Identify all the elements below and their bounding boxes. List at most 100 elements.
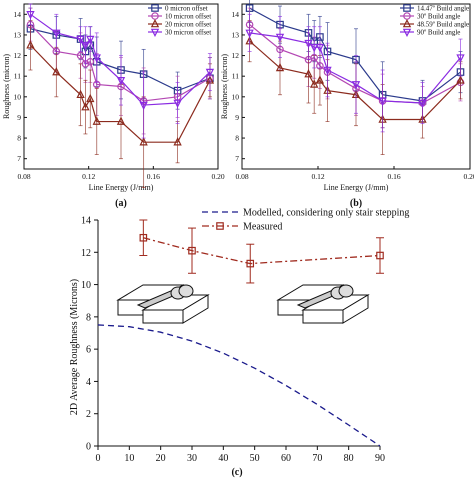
series-line [30, 44, 211, 143]
x-tick-label: 0.08 [17, 172, 30, 181]
data-point [378, 97, 387, 106]
y-tick-label: 14 [232, 10, 240, 19]
data-point [139, 137, 148, 146]
y-tick-label: 10 [232, 92, 240, 101]
data-point [86, 57, 95, 66]
legend-label: 0 micron offset [165, 5, 208, 13]
data-point [26, 40, 35, 49]
legend-label: 90º Build angle [417, 29, 460, 37]
data-point [76, 51, 85, 60]
x-tick-label: 40 [218, 453, 228, 464]
x-axis-label: Line Energy (J/mm) [89, 183, 154, 192]
data-point [456, 54, 465, 63]
data-point [52, 67, 61, 76]
y-axis-label: Roughness (micron) [2, 54, 11, 119]
x-tick-label: 60 [281, 453, 291, 464]
x-tick-label: 0.08 [235, 172, 248, 181]
y-tick-label: 8 [235, 134, 239, 143]
data-point [456, 75, 465, 84]
legend-marker [402, 28, 412, 38]
measured-series-line [143, 237, 381, 265]
data-point [52, 29, 61, 38]
x-tick-label: 0.16 [387, 172, 400, 181]
legend-marker [402, 18, 412, 28]
data-point [315, 44, 325, 53]
legend-marker [151, 4, 159, 12]
x-tick-label: 0.20 [463, 172, 474, 181]
legend-label: 30 micron offset [165, 29, 211, 37]
y-tick-label: 12 [14, 51, 22, 60]
legend-marker [150, 28, 160, 38]
data-point [26, 11, 35, 20]
y-tick-label: 8 [17, 134, 21, 143]
measured-data-point [139, 233, 148, 242]
data-point [81, 41, 90, 51]
chart-panel-c: 0 10 20 30 40 50 60 70 80 90 0 2 4 6 8 10 12 14 2D Average… [69, 208, 409, 479]
legend-label: 48.59º Build angle [417, 21, 469, 29]
panel-label: (b) [350, 198, 362, 209]
series-line [30, 13, 211, 106]
y-tick-label: 13 [14, 30, 22, 39]
y-tick-label: 6 [86, 345, 91, 356]
y-tick-label: 10 [81, 280, 91, 291]
measured-data-point [246, 259, 255, 268]
y-axis-label: 2D Average Roughness (Microns) [69, 279, 80, 415]
data-point [315, 75, 325, 84]
y-tick-label: 14 [14, 10, 22, 19]
data-point [245, 29, 254, 38]
data-point [86, 93, 95, 103]
x-tick-label: 10 [124, 453, 134, 464]
data-point [418, 99, 427, 109]
y-tick-label: 12 [81, 248, 91, 259]
series-line [30, 28, 211, 92]
panel-label: (a) [115, 198, 127, 209]
y-tick-label: 8 [86, 312, 91, 323]
stair-stepping-schematic-left [117, 284, 209, 324]
data-point [76, 35, 85, 45]
x-tick-label: 0.12 [82, 172, 95, 181]
y-tick-label: 2 [86, 409, 91, 420]
data-point [86, 35, 95, 45]
data-point [92, 54, 101, 63]
x-tick-label: 80 [344, 453, 354, 464]
x-tick-label: 20 [156, 453, 166, 464]
series-line [249, 40, 461, 121]
modelled-series-line [97, 324, 381, 447]
data-point [275, 62, 285, 72]
data-point [81, 102, 90, 111]
data-point [304, 69, 313, 78]
data-point [92, 116, 101, 125]
data-point [310, 79, 319, 88]
y-tick-label: 14 [81, 216, 91, 227]
plot-frame [23, 3, 219, 170]
y-tick-label: 9 [235, 113, 239, 122]
x-tick-label: 0 [96, 453, 101, 464]
legend-marker [403, 4, 411, 12]
data-point [275, 33, 285, 43]
y-tick-label: 12 [232, 51, 240, 60]
x-tick-label: 0.12 [311, 172, 324, 181]
data-point [323, 66, 332, 76]
data-point [139, 101, 148, 111]
x-tick-label: 90 [375, 453, 385, 464]
data-point [173, 137, 182, 146]
chart-panel-b: 0.08 0.12 0.16 0.20 7 8 9 10 11 12 13 14 Line Energy… [220, 0, 474, 209]
data-point [116, 116, 126, 125]
y-tick-label: 7 [235, 154, 239, 163]
x-tick-label: 30 [187, 453, 197, 464]
y-tick-label: 0 [86, 442, 91, 453]
x-tick-label: 0.16 [147, 172, 160, 181]
data-point [310, 44, 319, 53]
measured-data-point [188, 246, 196, 255]
data-point [205, 68, 215, 78]
legend-marker [150, 18, 160, 28]
x-tick-label: 50 [250, 453, 260, 464]
y-tick-label: 4 [86, 377, 91, 388]
y-tick-label: 9 [17, 113, 21, 122]
legend: Modelled, considering only stair steppin… [202, 208, 409, 233]
series-line [249, 32, 461, 104]
x-axis-label: Line Energy (J/mm) [324, 183, 389, 192]
